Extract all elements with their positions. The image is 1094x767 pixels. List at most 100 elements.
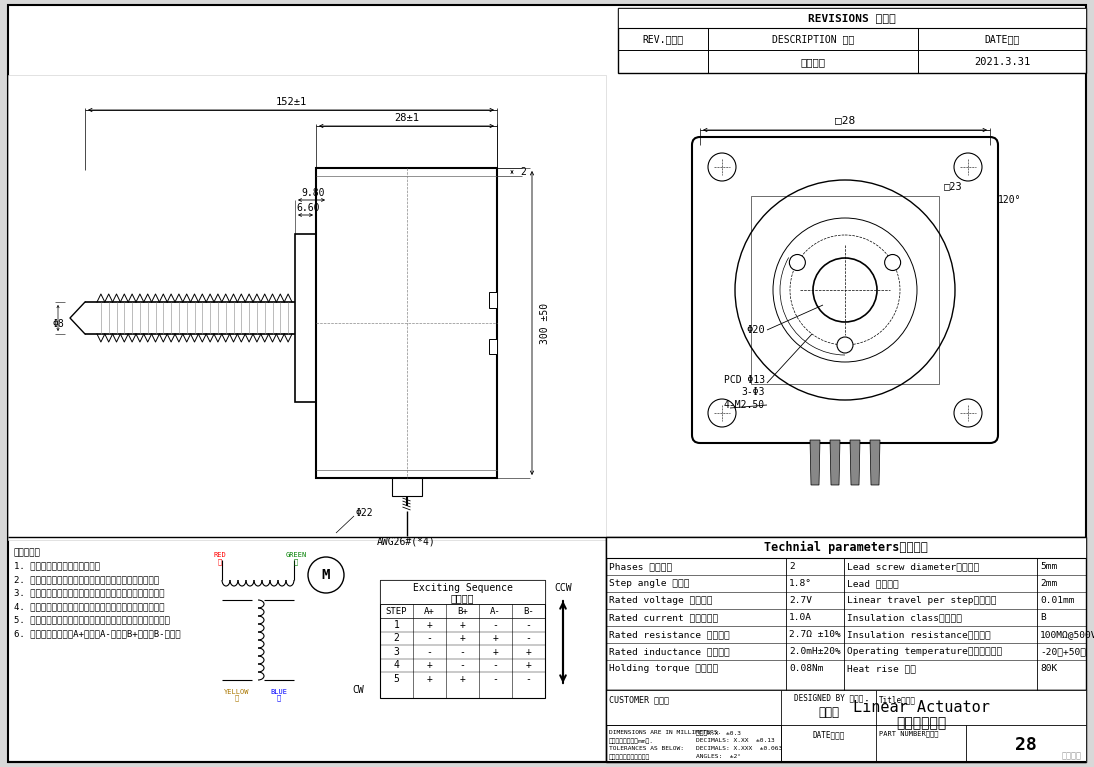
- Text: 1. 电机螺杆不得承受径向负载。: 1. 电机螺杆不得承受径向负载。: [14, 561, 100, 571]
- Circle shape: [708, 399, 736, 427]
- Text: -: -: [492, 673, 499, 683]
- Polygon shape: [870, 440, 880, 485]
- Text: CUSTOMER 客户：: CUSTOMER 客户：: [609, 695, 670, 704]
- Text: Phases 电机相数: Phases 电机相数: [609, 562, 672, 571]
- Text: 百尺竿头: 百尺竿头: [1062, 751, 1082, 760]
- Text: GREEN: GREEN: [286, 552, 306, 558]
- Text: 2.7Ω ±10%: 2.7Ω ±10%: [789, 630, 841, 639]
- Text: 3-Φ3: 3-Φ3: [742, 387, 765, 397]
- Text: DECIMALS: X.XXX  ±0.063: DECIMALS: X.XXX ±0.063: [696, 746, 782, 751]
- Circle shape: [954, 399, 982, 427]
- Polygon shape: [810, 440, 820, 485]
- Text: +: +: [459, 620, 465, 630]
- Bar: [606, 690, 781, 725]
- Bar: [606, 690, 1086, 762]
- Bar: [380, 580, 545, 698]
- Text: 3. 电机螺杆已经涂覆专用油脂，如需再加油请与厂家联系。: 3. 电机螺杆已经涂覆专用油脂，如需再加油请与厂家联系。: [14, 588, 164, 597]
- Text: A-: A-: [490, 607, 501, 615]
- Text: 9.80: 9.80: [301, 188, 325, 198]
- Text: Rated inductance 额定电感: Rated inductance 额定电感: [609, 647, 730, 656]
- Text: CW: CW: [352, 685, 364, 695]
- Bar: [876, 690, 1086, 762]
- Text: 陈棉涛: 陈棉涛: [818, 706, 839, 719]
- Text: 120°: 120°: [998, 195, 1022, 205]
- Text: STEP: STEP: [386, 607, 407, 615]
- Text: 2: 2: [789, 562, 794, 571]
- Text: 线性步进电机: 线性步进电机: [896, 716, 946, 730]
- Text: Φ22: Φ22: [356, 508, 374, 518]
- Text: 1.0A: 1.0A: [789, 613, 812, 622]
- Text: 首次发布: 首次发布: [801, 57, 826, 67]
- Text: 片寸都应为毫米（mm）.: 片寸都应为毫米（mm）.: [609, 738, 654, 743]
- Bar: [316, 168, 497, 478]
- Text: BLUE: BLUE: [270, 689, 288, 695]
- Circle shape: [790, 255, 805, 271]
- Text: DESIGNED BY 设计：: DESIGNED BY 设计：: [794, 693, 863, 703]
- Text: Heat rise 温升: Heat rise 温升: [847, 664, 916, 673]
- Text: +: +: [427, 620, 432, 630]
- Text: 2. 电机螺杆不能夹紧或者受到硬物挤压，以免损坏螺牙。: 2. 电机螺杆不能夹紧或者受到硬物挤压，以免损坏螺牙。: [14, 575, 159, 584]
- Text: 注意事项：: 注意事项：: [14, 548, 40, 557]
- Text: 5mm: 5mm: [1040, 562, 1057, 571]
- Circle shape: [954, 153, 982, 181]
- Text: AWG26#(*4): AWG26#(*4): [377, 536, 435, 546]
- Text: Lead 螺纹导程: Lead 螺纹导程: [847, 579, 899, 588]
- Bar: [618, 8, 1086, 73]
- Text: -20℃+50℃: -20℃+50℃: [1040, 647, 1086, 656]
- Text: REV.版本号: REV.版本号: [642, 34, 684, 44]
- Text: REVISIONS 修订栏: REVISIONS 修订栏: [808, 13, 896, 23]
- Text: RED: RED: [213, 552, 226, 558]
- Bar: [295, 234, 316, 402]
- Text: 2021.3.31: 2021.3.31: [974, 57, 1031, 67]
- Text: 1: 1: [394, 620, 399, 630]
- Text: +: +: [427, 660, 432, 670]
- Text: 1.8°: 1.8°: [789, 579, 812, 588]
- Text: Rated voltage 额定电压: Rated voltage 额定电压: [609, 596, 712, 605]
- Text: 2mm: 2mm: [1040, 579, 1057, 588]
- Text: +: +: [427, 673, 432, 683]
- Bar: [750, 196, 939, 384]
- Text: 锻制：X.X  ±0.3: 锻制：X.X ±0.3: [696, 730, 741, 736]
- Text: 3: 3: [394, 647, 399, 657]
- Text: B-: B-: [523, 607, 534, 615]
- Text: Insulation class绝缘等级: Insulation class绝缘等级: [847, 613, 962, 622]
- Text: DATE日期: DATE日期: [985, 34, 1020, 44]
- Text: Technial parameters技术参数: Technial parameters技术参数: [764, 541, 928, 554]
- Text: 6. 电机接线顺序为：A+红线、A-绿线、B+黄线、B-蓝线。: 6. 电机接线顺序为：A+红线、A-绿线、B+黄线、B-蓝线。: [14, 629, 181, 638]
- Circle shape: [837, 337, 853, 353]
- Text: Title标题：: Title标题：: [878, 695, 916, 704]
- Text: 蓝: 蓝: [277, 695, 281, 701]
- Text: -: -: [492, 620, 499, 630]
- Text: -: -: [427, 634, 432, 644]
- Text: 2.0mH±20%: 2.0mH±20%: [789, 647, 841, 656]
- Text: -: -: [459, 647, 465, 657]
- Text: 5: 5: [394, 673, 399, 683]
- Text: YELLOW: YELLOW: [224, 689, 249, 695]
- Text: 152±1: 152±1: [276, 97, 306, 107]
- Text: TOLERANCES AS BELOW:: TOLERANCES AS BELOW:: [609, 746, 684, 751]
- Circle shape: [708, 153, 736, 181]
- Text: 4: 4: [394, 660, 399, 670]
- Text: +: +: [525, 647, 532, 657]
- Text: 励磁顺序: 励磁顺序: [451, 593, 475, 603]
- Text: □28: □28: [835, 115, 856, 125]
- Bar: [606, 537, 1086, 558]
- Text: DECIMALS: X.XX  ±0.13: DECIMALS: X.XX ±0.13: [696, 738, 775, 743]
- Polygon shape: [850, 440, 860, 485]
- Text: 80K: 80K: [1040, 664, 1057, 673]
- Text: B: B: [1040, 613, 1046, 622]
- Text: +: +: [459, 634, 465, 644]
- Text: 2: 2: [520, 167, 526, 177]
- Text: -: -: [525, 634, 532, 644]
- Text: Step angle 步距角: Step angle 步距角: [609, 579, 689, 588]
- Text: PCD Φ13: PCD Φ13: [724, 375, 765, 385]
- Text: -: -: [525, 673, 532, 683]
- Text: Insulation resistance绝缘电阻: Insulation resistance绝缘电阻: [847, 630, 991, 639]
- Text: 黄: 黄: [235, 695, 240, 701]
- Text: PART NUMBER型号：: PART NUMBER型号：: [878, 730, 939, 736]
- Text: 28±1: 28±1: [394, 113, 419, 123]
- Circle shape: [885, 255, 900, 271]
- Text: +: +: [492, 647, 499, 657]
- Text: □23: □23: [944, 181, 963, 191]
- Text: 0.08Nm: 0.08Nm: [789, 664, 824, 673]
